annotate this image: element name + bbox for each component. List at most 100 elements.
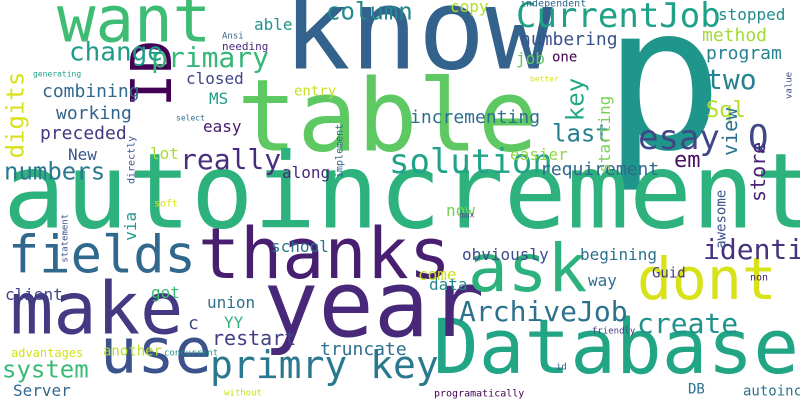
cloud-word: know <box>283 0 553 95</box>
cloud-word: starting <box>595 96 614 173</box>
cloud-word: needing <box>222 40 268 53</box>
cloud-word: table <box>237 57 538 174</box>
cloud-word: value <box>785 72 795 99</box>
cloud-word: stopped <box>718 5 785 24</box>
cloud-word: generating <box>33 70 81 79</box>
cloud-word: program <box>706 43 782 64</box>
cloud-word: Server <box>13 381 71 400</box>
cloud-word: use <box>100 314 212 387</box>
cloud-word: awesome <box>714 190 730 249</box>
cloud-word: non <box>750 272 768 283</box>
cloud-word: preceded <box>40 123 127 144</box>
cloud-word: two <box>706 63 757 96</box>
cloud-word: c <box>188 313 199 334</box>
cloud-word: system <box>2 356 89 384</box>
cloud-word: union <box>207 293 255 312</box>
cloud-word: combining <box>42 81 140 102</box>
cloud-word: implement <box>334 124 345 178</box>
cloud-word: store <box>746 142 770 202</box>
cloud-word: key <box>562 78 590 121</box>
cloud-word: closed <box>186 69 244 88</box>
cloud-word: via <box>121 212 140 241</box>
cloud-word: working <box>56 103 132 124</box>
cloud-word: ArchiveJob <box>459 295 628 328</box>
cloud-word: easier <box>510 145 568 164</box>
cloud-word: dont <box>637 245 777 313</box>
cloud-word: em <box>674 148 701 173</box>
cloud-word: able <box>254 15 293 34</box>
cloud-word: lot <box>150 144 179 163</box>
cloud-word: max <box>460 211 475 220</box>
cloud-word: Ansi <box>222 32 244 42</box>
cloud-word: ID <box>120 40 185 107</box>
cloud-word: client <box>5 285 63 304</box>
cloud-word: programatically <box>434 388 524 399</box>
cloud-word: esay <box>638 118 720 158</box>
cloud-word: fields <box>8 226 196 286</box>
cloud-word: now <box>446 201 475 220</box>
cloud-word: make <box>10 267 183 351</box>
cloud-word: advantages <box>11 346 83 360</box>
cloud-word: primry key <box>210 343 439 387</box>
cloud-word: view <box>718 107 742 156</box>
cloud-word: truncate <box>320 339 407 360</box>
cloud-word: another <box>103 344 162 360</box>
cloud-word: requirement <box>540 159 659 180</box>
cloud-word: copy <box>450 0 489 16</box>
cloud-word: restart <box>212 326 296 350</box>
cloud-word: autoinc <box>743 384 800 400</box>
cloud-word: Database <box>433 302 799 391</box>
cloud-word: really <box>180 143 281 176</box>
cloud-word: want <box>57 0 211 57</box>
cloud-word: Guid <box>652 266 686 282</box>
cloud-word: without <box>224 389 262 399</box>
cloud-word: school <box>271 237 329 256</box>
cloud-word: select <box>176 114 205 123</box>
cloud-word: DB <box>688 382 705 398</box>
cloud-word: identity <box>703 233 800 266</box>
cloud-word: friendly <box>592 327 636 337</box>
cloud-word: primary <box>151 41 269 74</box>
cloud-word: p <box>603 0 723 196</box>
cloud-word: directly <box>126 136 137 184</box>
cloud-word: begining <box>580 245 657 264</box>
cloud-word: numbering <box>520 29 618 50</box>
cloud-word: numbers <box>4 158 105 186</box>
cloud-word: got <box>151 283 180 302</box>
cloud-word: data <box>429 275 468 294</box>
cloud-word: easy <box>203 117 242 136</box>
cloud-word: independent <box>520 0 586 9</box>
cloud-word: job <box>516 49 545 68</box>
cloud-word: along <box>282 163 330 182</box>
cloud-word: ask <box>468 230 587 307</box>
cloud-word: better <box>530 75 559 84</box>
cloud-word: statement <box>61 214 71 263</box>
cloud-word: soft <box>154 198 178 209</box>
cloud-word: id <box>556 363 567 373</box>
cloud-word: Q <box>748 118 768 158</box>
cloud-word: entry <box>294 84 336 100</box>
cloud-word: method <box>702 25 767 46</box>
cloud-word: way <box>588 271 617 290</box>
cloud-word: obviously <box>462 245 549 264</box>
cloud-word: New <box>68 145 97 164</box>
cloud-word: one <box>552 50 577 66</box>
cloud-word: solution <box>389 142 553 182</box>
cloud-word: thanks <box>198 213 451 295</box>
cloud-word: CurrentJob <box>516 0 721 36</box>
cloud-word: last <box>552 120 610 148</box>
cloud-word: column <box>326 0 413 26</box>
cloud-word: MS <box>209 89 228 108</box>
cloud-word: create <box>637 307 738 340</box>
cloud-word: Sql <box>706 98 746 123</box>
cloud-word: autoincrement <box>3 131 800 253</box>
cloud-word: year <box>263 251 485 358</box>
cloud-word: concurrent <box>164 349 218 359</box>
cloud-word: digits <box>2 72 30 159</box>
cloud-word: come <box>418 265 457 284</box>
cloud-word: YY <box>224 313 244 332</box>
cloud-word: change <box>69 37 163 67</box>
cloud-word: incrementing <box>410 107 540 128</box>
